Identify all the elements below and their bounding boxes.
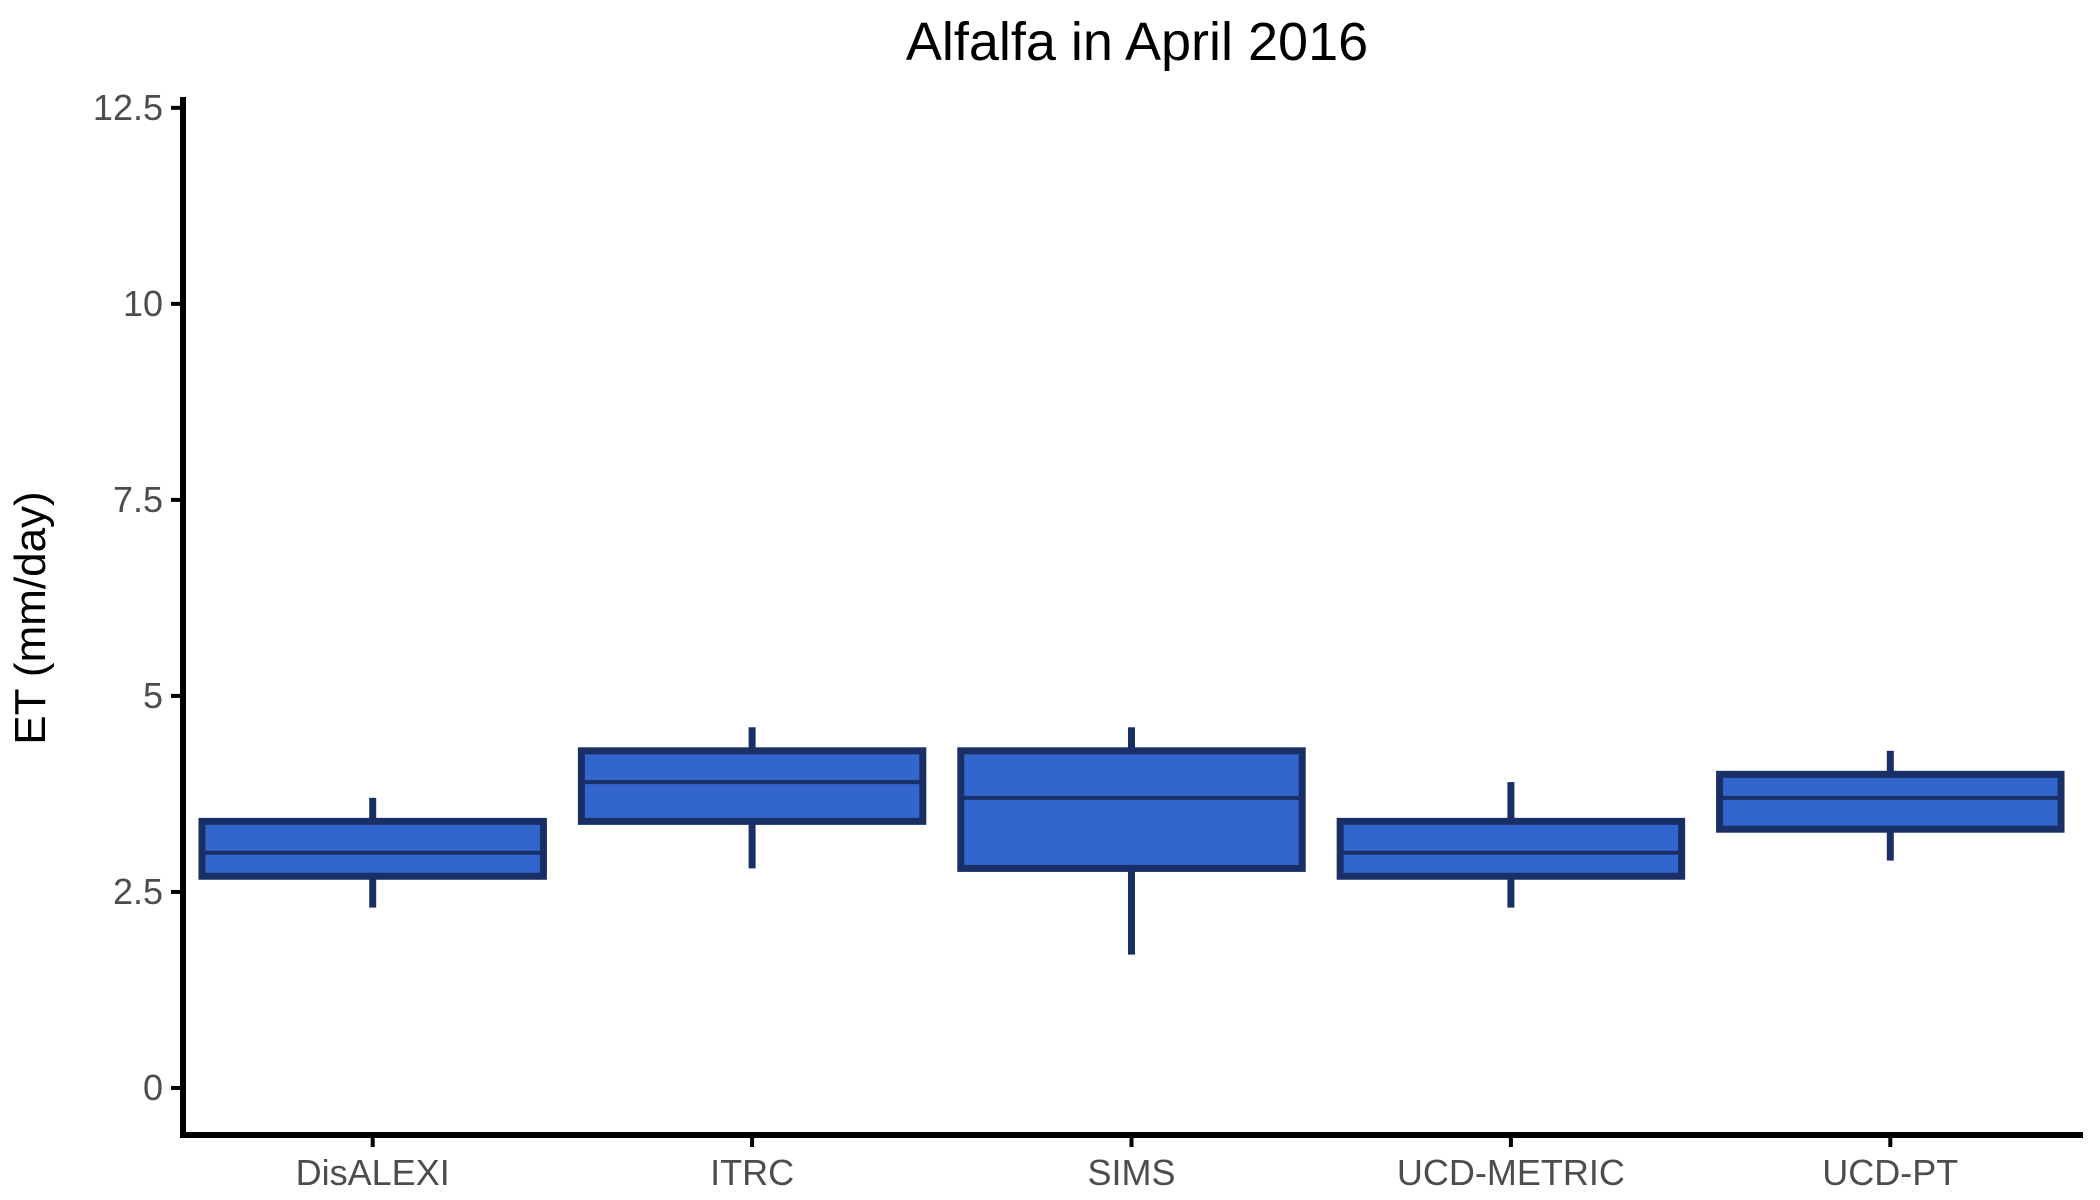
y-tick-label: 5 — [143, 675, 163, 716]
box-disalexi — [198, 817, 547, 880]
x-tick-label: UCD-METRIC — [1397, 1152, 1625, 1193]
x-tick-label: ITRC — [710, 1152, 794, 1193]
box-itrc — [577, 747, 927, 825]
y-tick-label: 10 — [123, 283, 163, 324]
y-tick-label: 2.5 — [113, 871, 163, 912]
plot-area: 0 2.5 5 7.5 10 12.5 DisALEXI ITRC SIMS UCD-METRIC… — [93, 87, 2083, 1193]
x-tick-label: UCD-PT — [1822, 1152, 1958, 1193]
box-ucd-pt — [1716, 770, 2065, 833]
box-sims — [957, 747, 1306, 872]
y-axis-label: ET (mm/day) — [6, 491, 55, 744]
x-tick-label: SIMS — [1087, 1152, 1175, 1193]
x-tick-label: DisALEXI — [296, 1152, 450, 1193]
y-tick-label: 12.5 — [93, 87, 163, 128]
box-ucd-metric — [1336, 817, 1686, 880]
y-tick-label: 0 — [143, 1067, 163, 1108]
chart-title: Alfalfa in April 2016 — [906, 12, 1368, 72]
y-tick-label: 7.5 — [113, 479, 163, 520]
